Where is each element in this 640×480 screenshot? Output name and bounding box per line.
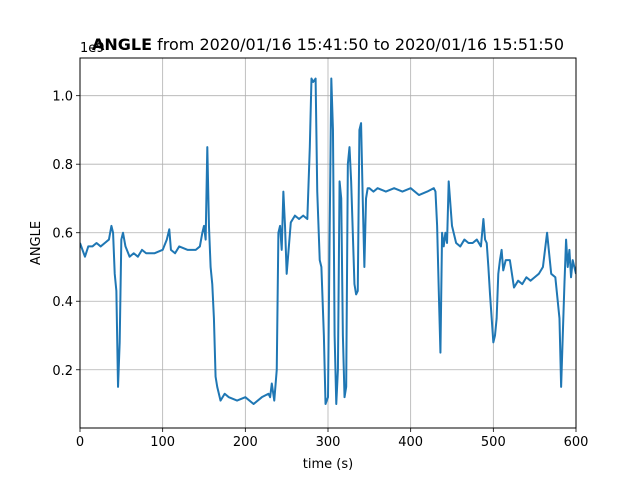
x-tick-label: 400 [398,435,423,450]
chart-title: ANGLE from 2020/01/16 15:41:50 to 2020/0… [92,35,564,54]
y-tick-label: 0.6 [52,227,73,242]
y-axis-ticks: 0.2 0.4 0.6 0.8 1.0 [52,90,80,379]
chart-title-bold: ANGLE [92,35,152,54]
y-tick-label: 0.4 [52,295,73,310]
chart-title-rest: from 2020/01/16 15:41:50 to 2020/01/16 1… [152,35,564,54]
plot-area [80,77,576,406]
y-tick-label: 0.2 [52,364,73,379]
x-axis-label: time (s) [303,457,353,472]
grid [79,58,577,428]
y-tick-label: 0.8 [52,158,73,173]
y-offset-text: 1e9 [80,41,105,56]
y-axis-label: ANGLE [29,221,44,265]
series-line [80,77,576,406]
x-tick-label: 0 [76,435,84,450]
x-tick-label: 600 [564,435,589,450]
x-tick-label: 200 [233,435,258,450]
y-tick-label: 1.0 [52,90,73,105]
x-axis-ticks: 0 100 200 300 400 500 600 [76,428,589,450]
x-tick-label: 100 [150,435,175,450]
x-tick-label: 500 [481,435,506,450]
x-tick-label: 300 [316,435,341,450]
